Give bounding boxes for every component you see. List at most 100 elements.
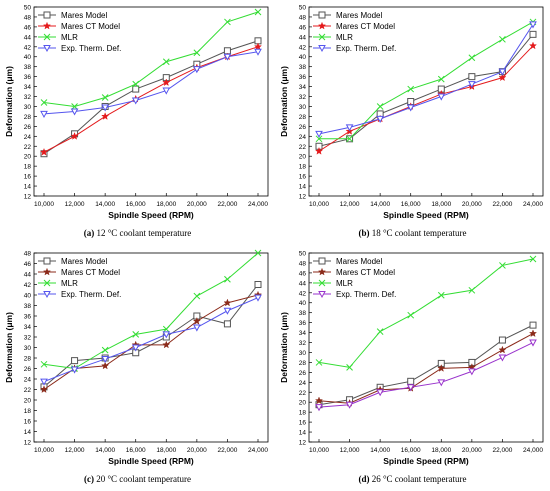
y-tick-label: 40 (299, 300, 307, 307)
x-tick-label: 12,000 (65, 447, 85, 454)
data-point (101, 94, 109, 101)
caption-label: (a) (83, 228, 95, 238)
data-point (254, 48, 262, 56)
y-axis: 12 14 16 18 20 22 24 26 28 30 32 34 36 38 40 42 44 46 48 50 (299, 5, 312, 201)
data-point (162, 325, 170, 333)
y-tick-label: 48 (299, 260, 307, 267)
y-tick-label: 42 (24, 44, 32, 51)
marker-stroke (499, 262, 506, 269)
series-exp-therm-def (315, 339, 537, 412)
series-mares-ct-model (39, 290, 263, 393)
data-point (346, 135, 353, 143)
data-point (315, 130, 323, 138)
data-point (40, 360, 48, 368)
legend-label: Mares CT Model (336, 268, 395, 277)
caption-text: 26 °C coolant temperature (371, 474, 467, 484)
marker-stroke (224, 275, 231, 283)
y-tick-label: 48 (299, 14, 307, 21)
data-point (406, 104, 415, 112)
x-tick-label: 12,000 (340, 201, 360, 208)
data-point (254, 294, 262, 302)
marker-stroke (437, 75, 445, 83)
data-point (315, 404, 323, 412)
marker-stroke (40, 360, 48, 368)
y-axis: 12 14 16 18 20 22 24 26 28 30 32 34 36 38 40 42 44 46 48 50 (24, 5, 37, 201)
data-point (315, 135, 323, 143)
series-line (318, 333, 534, 404)
data-point (407, 311, 415, 319)
data-point (193, 324, 201, 332)
marker-stroke (318, 279, 326, 287)
data-point (223, 320, 231, 328)
marker-stroke (162, 58, 170, 66)
marker-stroke (437, 291, 445, 299)
series-line (43, 11, 259, 107)
marker-stroke (315, 359, 323, 366)
x-tick-label: 14,000 (95, 447, 115, 454)
legend-marker (43, 257, 51, 265)
x-tick-label: 12,000 (65, 201, 85, 208)
data-point (101, 112, 110, 120)
y-tick-label: 46 (299, 24, 307, 31)
y-axis: 12 14 16 18 20 22 24 26 28 30 32 34 36 38 40 42 44 46 48 (24, 251, 37, 447)
legend-marker (43, 279, 51, 287)
y-tick-label: 32 (24, 335, 32, 342)
y-tick-label: 22 (24, 387, 32, 394)
marker-stroke (468, 286, 476, 294)
series-mlr (315, 255, 537, 371)
legend-label: Mares CT Model (336, 22, 395, 31)
x-tick-label: 22,000 (492, 447, 512, 454)
caption-label: (b) (358, 228, 370, 238)
y-tick-label: 28 (24, 356, 32, 363)
marker-stroke (43, 279, 51, 287)
data-point (498, 345, 507, 354)
chart-panel-c: 12 14 16 18 20 22 24 26 28 30 32 34 36 38 40 42 44 46 48 10… (0, 246, 275, 491)
data-point (132, 80, 140, 88)
data-point (101, 356, 109, 364)
data-point (132, 331, 140, 338)
data-point (131, 344, 140, 352)
y-tick-label: 38 (24, 64, 32, 71)
legend-label: Mares CT Model (61, 22, 120, 31)
marker-stroke (224, 18, 231, 26)
legend-label: Exp. Therm. Def. (61, 290, 121, 299)
y-tick-label: 18 (24, 408, 32, 415)
data-point (162, 58, 170, 66)
x-axis: 10,000 12,000 14,000 16,000 18,000 20,000 22,0… (34, 193, 268, 208)
caption-a: (a) 12 °C coolant temperature (0, 228, 275, 238)
y-tick-label: 22 (299, 390, 307, 397)
marker-stroke (468, 54, 476, 62)
chart-c: 12 14 16 18 20 22 24 26 28 30 32 34 36 38 40 42 44 46 48 10… (4, 249, 269, 466)
data-point (101, 104, 109, 112)
series-line (43, 284, 259, 388)
marker-stroke (43, 33, 51, 41)
data-point (437, 75, 445, 83)
y-tick-label: 20 (299, 154, 307, 161)
marker-stroke (407, 311, 415, 319)
marker-stroke (346, 135, 353, 143)
data-point (162, 87, 171, 95)
data-point (162, 78, 171, 87)
y-tick-label: 40 (24, 54, 32, 61)
data-point (468, 81, 476, 89)
marker-stroke (376, 103, 384, 110)
plot-frame (308, 6, 544, 197)
data-point (529, 321, 537, 329)
marker-stroke (162, 325, 170, 333)
legend-marker (318, 291, 326, 299)
x-tick-label: 10,000 (34, 447, 54, 454)
series-line (318, 324, 534, 406)
marker-stroke (101, 346, 109, 354)
data-point (162, 340, 171, 349)
y-tick-label: 50 (299, 251, 307, 258)
x-tick-label: 18,000 (156, 201, 176, 208)
y-tick-label: 30 (24, 104, 32, 111)
series-line (319, 21, 534, 140)
x-axis-label: Spindle Speed (RPM) (383, 456, 469, 466)
series-mlr (40, 8, 262, 110)
series-exp-therm-def (315, 21, 537, 138)
data-point (406, 384, 415, 392)
y-tick-label: 50 (299, 5, 307, 12)
chart-panel-a: 12 14 16 18 20 22 24 26 28 30 32 34 36 38 40 42 44 46 48 50… (0, 0, 275, 245)
y-tick-label: 12 (24, 440, 32, 447)
